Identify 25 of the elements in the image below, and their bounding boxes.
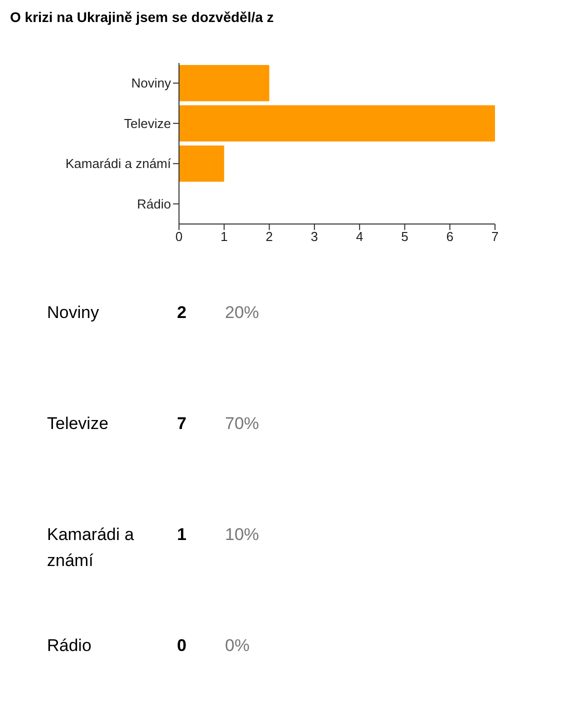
category-label: Kamarádi a známí bbox=[47, 525, 134, 570]
x-tick-label: 1 bbox=[220, 229, 228, 244]
text: 10% bbox=[225, 524, 260, 546]
category-label: Noviny bbox=[47, 303, 99, 322]
text: 70% bbox=[225, 413, 260, 435]
y-tick-label: Kamarádi a známí bbox=[66, 156, 172, 172]
text: 0% bbox=[225, 635, 250, 657]
text: 7 bbox=[177, 413, 188, 435]
y-tick-label: Rádio bbox=[137, 196, 171, 212]
text: 2 bbox=[177, 302, 188, 324]
category-label: Rádio bbox=[47, 636, 92, 655]
chart-title: O krizi na Ukrajině jsem se dozvěděl/a z bbox=[10, 9, 274, 25]
x-tick-label: 0 bbox=[175, 229, 183, 244]
x-tick-label: 2 bbox=[266, 229, 273, 244]
x-tick-label: 6 bbox=[446, 229, 454, 244]
x-tick-label: 4 bbox=[356, 229, 364, 244]
y-tick-label: Televize bbox=[124, 116, 171, 131]
text: 0 bbox=[177, 635, 188, 657]
category-label: Televize bbox=[47, 414, 108, 433]
x-tick-label: 7 bbox=[491, 229, 499, 244]
y-tick-label: Noviny bbox=[131, 76, 172, 91]
x-tick-label: 5 bbox=[401, 229, 408, 244]
text: 1 bbox=[177, 524, 188, 546]
text: 20% bbox=[225, 302, 260, 324]
x-tick-label: 3 bbox=[310, 229, 318, 244]
